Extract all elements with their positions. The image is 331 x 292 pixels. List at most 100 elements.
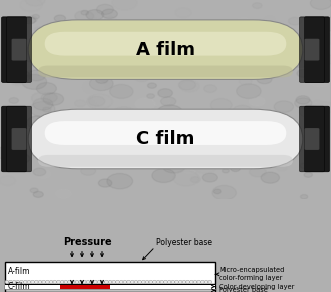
Text: Pressure: Pressure xyxy=(63,237,111,247)
Circle shape xyxy=(169,176,177,181)
Circle shape xyxy=(210,98,232,112)
Circle shape xyxy=(35,30,46,36)
Circle shape xyxy=(119,280,123,284)
FancyBboxPatch shape xyxy=(2,106,26,172)
Circle shape xyxy=(108,280,112,284)
Circle shape xyxy=(211,63,219,68)
Circle shape xyxy=(43,107,51,112)
Circle shape xyxy=(140,143,161,156)
Circle shape xyxy=(31,93,49,103)
Circle shape xyxy=(89,77,113,91)
Circle shape xyxy=(123,68,134,74)
Circle shape xyxy=(300,163,310,168)
Circle shape xyxy=(6,69,30,84)
Circle shape xyxy=(314,80,331,96)
Circle shape xyxy=(13,140,24,146)
Circle shape xyxy=(129,152,142,159)
Circle shape xyxy=(133,0,155,8)
Circle shape xyxy=(3,107,18,116)
Circle shape xyxy=(231,166,240,171)
Circle shape xyxy=(56,189,71,198)
Circle shape xyxy=(288,52,314,67)
Circle shape xyxy=(25,0,45,6)
FancyBboxPatch shape xyxy=(305,128,319,150)
Circle shape xyxy=(172,32,195,46)
Circle shape xyxy=(61,134,76,143)
Circle shape xyxy=(266,35,283,46)
Circle shape xyxy=(178,80,196,90)
Circle shape xyxy=(112,107,136,121)
Circle shape xyxy=(193,159,217,173)
Circle shape xyxy=(32,15,39,19)
Circle shape xyxy=(207,131,225,141)
Circle shape xyxy=(173,171,199,186)
Circle shape xyxy=(75,11,93,22)
Circle shape xyxy=(49,280,53,284)
Circle shape xyxy=(297,69,310,77)
Circle shape xyxy=(252,53,264,60)
Circle shape xyxy=(245,128,252,132)
Circle shape xyxy=(304,172,312,177)
Circle shape xyxy=(178,280,182,284)
Circle shape xyxy=(212,50,235,64)
Circle shape xyxy=(138,280,141,284)
Circle shape xyxy=(175,280,178,284)
Circle shape xyxy=(28,70,46,81)
Circle shape xyxy=(152,168,175,182)
Circle shape xyxy=(189,128,196,132)
Circle shape xyxy=(147,83,156,88)
Circle shape xyxy=(57,280,60,284)
Bar xyxy=(5,285,215,292)
Circle shape xyxy=(208,280,212,284)
Circle shape xyxy=(94,280,97,284)
Circle shape xyxy=(179,52,204,67)
Circle shape xyxy=(257,75,272,84)
Circle shape xyxy=(189,32,212,46)
Circle shape xyxy=(92,44,116,58)
Circle shape xyxy=(31,280,34,284)
Text: Polyester base: Polyester base xyxy=(156,238,212,247)
Circle shape xyxy=(310,0,331,9)
Circle shape xyxy=(296,96,310,104)
Circle shape xyxy=(147,94,155,98)
Circle shape xyxy=(68,127,92,142)
Circle shape xyxy=(110,84,133,98)
Circle shape xyxy=(318,17,331,31)
Circle shape xyxy=(0,176,16,185)
Circle shape xyxy=(53,280,57,284)
Circle shape xyxy=(19,47,44,62)
Circle shape xyxy=(20,280,24,284)
Circle shape xyxy=(68,280,71,284)
Circle shape xyxy=(245,131,266,143)
FancyBboxPatch shape xyxy=(305,106,329,172)
Circle shape xyxy=(86,280,90,284)
Circle shape xyxy=(182,280,186,284)
Circle shape xyxy=(190,280,193,284)
Circle shape xyxy=(274,119,293,130)
Circle shape xyxy=(212,185,236,200)
Circle shape xyxy=(11,77,25,86)
Circle shape xyxy=(22,74,47,89)
Circle shape xyxy=(314,34,331,45)
Circle shape xyxy=(171,280,175,284)
Circle shape xyxy=(138,117,157,129)
Circle shape xyxy=(24,17,36,24)
Circle shape xyxy=(204,138,215,145)
FancyBboxPatch shape xyxy=(28,20,303,79)
Circle shape xyxy=(301,194,308,199)
Circle shape xyxy=(6,112,18,119)
Circle shape xyxy=(60,280,64,284)
Circle shape xyxy=(161,33,184,47)
Text: Polyester base: Polyester base xyxy=(219,287,268,292)
Circle shape xyxy=(213,189,221,194)
FancyBboxPatch shape xyxy=(28,109,303,169)
Circle shape xyxy=(182,112,196,120)
Circle shape xyxy=(83,80,105,94)
Circle shape xyxy=(175,8,191,18)
Circle shape xyxy=(183,166,196,173)
Circle shape xyxy=(197,123,223,138)
Circle shape xyxy=(127,280,130,284)
Circle shape xyxy=(261,172,279,183)
Circle shape xyxy=(251,65,260,70)
FancyBboxPatch shape xyxy=(300,106,324,172)
